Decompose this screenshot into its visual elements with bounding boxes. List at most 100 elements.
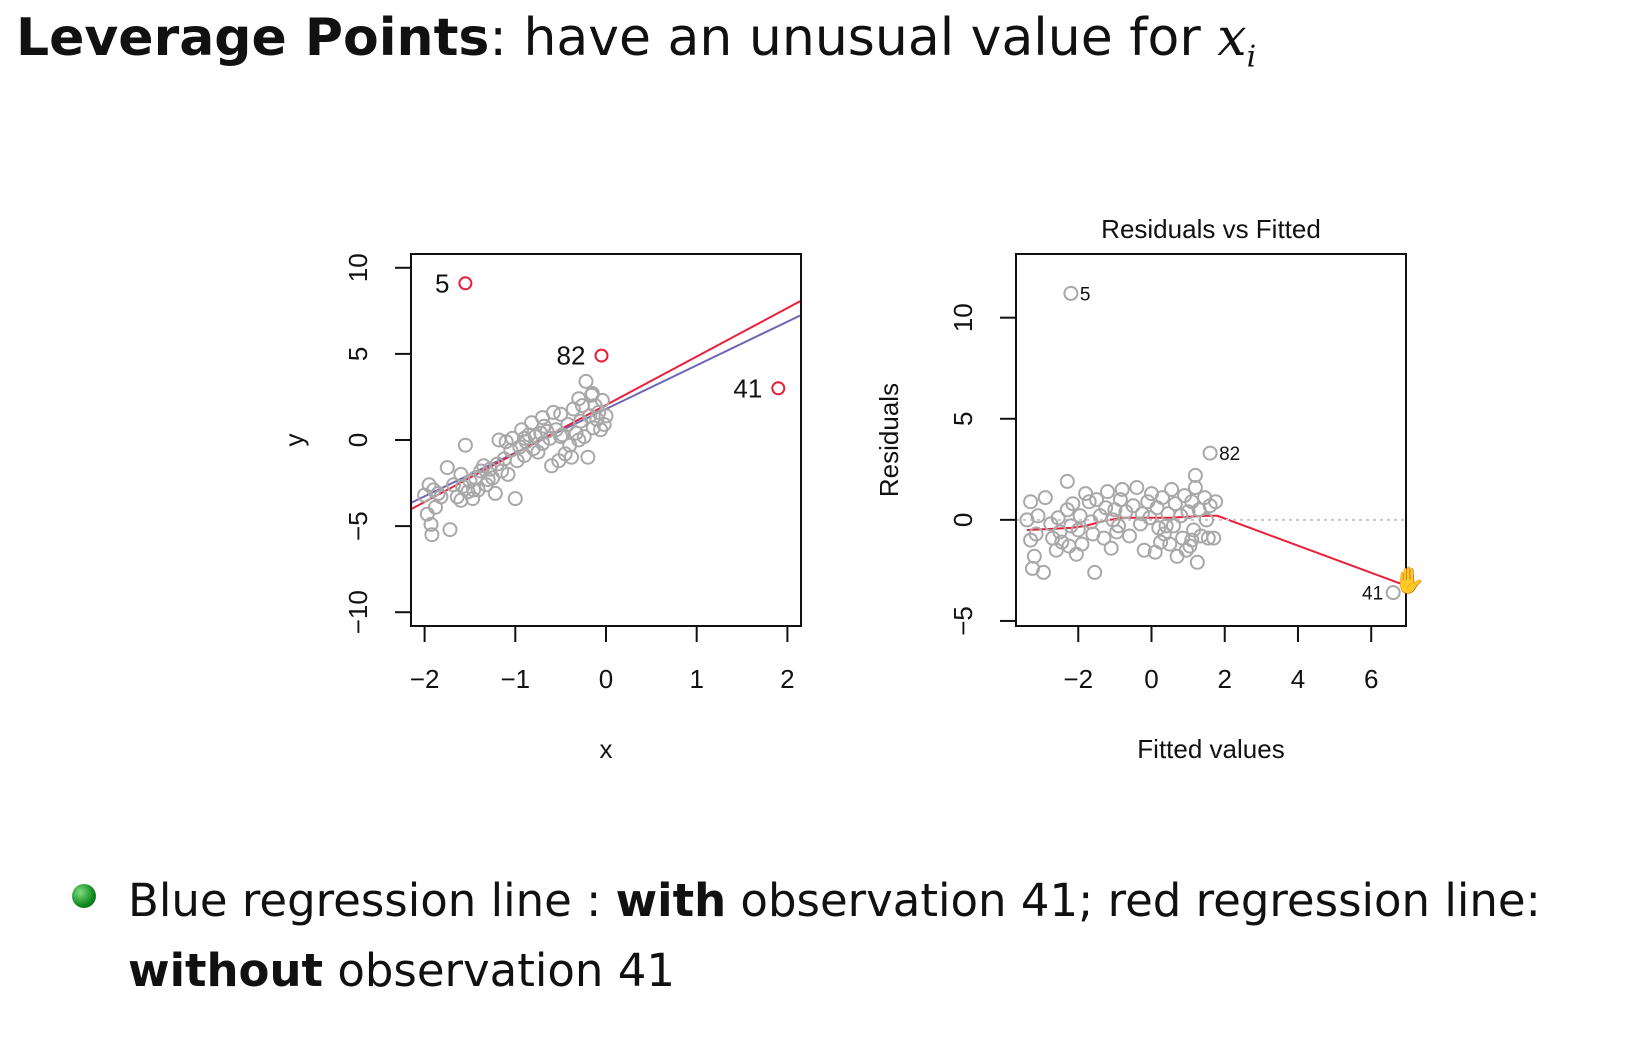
right-data-point xyxy=(1122,528,1137,544)
right-data-point xyxy=(1065,496,1081,512)
right-series-line-0 xyxy=(1026,514,1406,587)
right-data-point xyxy=(1189,554,1205,570)
right-data-point xyxy=(1187,467,1203,483)
right-data-point xyxy=(1074,536,1090,552)
right-y-tick-label: 0 xyxy=(948,513,978,527)
right-data-point xyxy=(1096,530,1112,546)
right-chart-title: Residuals vs Fitted xyxy=(1101,214,1321,244)
left-data-point xyxy=(580,449,596,465)
left-data-point xyxy=(507,491,523,507)
left-data-point xyxy=(430,485,446,501)
right-data-point xyxy=(1112,492,1128,508)
right-x-axis-label: Fitted values xyxy=(1137,734,1284,764)
bullet-part2: observation 41; red regression line: xyxy=(726,874,1541,927)
left-data-point xyxy=(594,392,610,408)
right-data-point xyxy=(1198,512,1214,528)
left-y-tick-label: −5 xyxy=(343,511,373,541)
left-data-point xyxy=(598,408,614,424)
right-data-point xyxy=(1158,518,1174,534)
title-subscript: i xyxy=(1246,39,1257,75)
right-data-point xyxy=(1206,530,1222,546)
right-data-point xyxy=(1026,548,1042,564)
right-data-point xyxy=(1059,473,1075,489)
right-data-point xyxy=(1063,518,1079,534)
right-label-41: 41 xyxy=(1362,584,1383,605)
left-point-82 xyxy=(594,348,609,363)
right-y-axis-label: Residuals xyxy=(874,383,904,497)
left-data-point xyxy=(439,460,455,476)
left-label-5: 5 xyxy=(435,268,449,298)
right-data-point xyxy=(1109,524,1125,540)
right-data-point xyxy=(1054,534,1070,550)
right-data-point xyxy=(1173,508,1189,524)
left-data-point xyxy=(423,516,439,532)
left-data-point xyxy=(421,477,437,493)
right-x-tick-label: 6 xyxy=(1364,664,1378,694)
left-x-tick-label: 0 xyxy=(599,664,613,694)
slide-title: Leverage Points: have an unusual value f… xyxy=(16,8,1256,74)
right-data-point xyxy=(1140,494,1156,510)
left-data-point xyxy=(424,527,440,543)
right-y-tick-label: 5 xyxy=(948,412,978,426)
right-y-tick-label: −5 xyxy=(948,606,978,636)
hand-cursor-icon: ✋ xyxy=(1393,566,1426,596)
left-data-point xyxy=(553,429,569,445)
right-x-tick-label: 0 xyxy=(1144,664,1158,694)
right-data-point xyxy=(1030,508,1046,524)
left-data-point xyxy=(571,432,587,448)
right-x-tick-label: 4 xyxy=(1291,664,1305,694)
left-data-point xyxy=(584,386,600,401)
right-label-82: 82 xyxy=(1219,444,1240,465)
bullet-part3: observation 41 xyxy=(323,944,676,997)
right-y-tick-label: 10 xyxy=(948,303,978,332)
right-data-point xyxy=(1129,480,1145,495)
left-data-point xyxy=(516,430,532,446)
right-data-point xyxy=(1134,506,1150,522)
right-data-point xyxy=(1136,542,1152,558)
left-label-82: 82 xyxy=(557,341,586,371)
left-data-point xyxy=(500,466,516,482)
left-data-point xyxy=(466,482,482,498)
right-data-point xyxy=(1182,538,1198,554)
right-data-point xyxy=(1167,496,1183,512)
right-label-5: 5 xyxy=(1080,284,1091,305)
left-x-tick-label: −1 xyxy=(500,664,530,694)
left-x-axis-label: x xyxy=(600,734,613,764)
left-data-point xyxy=(457,437,473,453)
left-y-tick-label: 10 xyxy=(343,253,373,282)
right-data-point xyxy=(1072,508,1088,524)
left-data-point xyxy=(578,373,594,389)
left-x-tick-label: 1 xyxy=(689,664,703,694)
right-point-82 xyxy=(1202,445,1218,461)
bullet-part1: Blue regression line : xyxy=(128,874,616,927)
left-y-tick-label: 5 xyxy=(343,347,373,361)
left-data-point xyxy=(487,485,503,501)
right-x-tick-label: −2 xyxy=(1063,664,1093,694)
right-data-point xyxy=(1142,510,1158,526)
left-data-point xyxy=(530,444,546,460)
left-x-tick-label: 2 xyxy=(780,664,794,694)
right-data-point xyxy=(1114,482,1130,497)
right-data-point xyxy=(1103,540,1119,556)
bullet-text: Blue regression line : with observation … xyxy=(128,866,1548,1006)
right-data-point xyxy=(1037,490,1053,506)
right-data-point xyxy=(1166,518,1181,534)
left-data-point xyxy=(596,417,612,432)
right-data-point xyxy=(1153,534,1169,550)
right-x-tick-label: 2 xyxy=(1217,664,1231,694)
right-data-point xyxy=(1125,498,1141,514)
left-data-point xyxy=(480,472,496,488)
right-point-41 xyxy=(1385,585,1401,601)
right-data-point xyxy=(1164,482,1180,497)
left-data-point xyxy=(442,522,458,538)
title-rest-text: : have an unusual value for xyxy=(489,8,1218,68)
right-data-point xyxy=(1081,494,1097,510)
right-data-point xyxy=(1028,526,1044,542)
right-data-point xyxy=(1155,490,1170,506)
green-bullet-icon xyxy=(72,884,96,908)
left-point-41 xyxy=(771,381,786,396)
right-data-point xyxy=(1162,536,1178,552)
right-data-point xyxy=(1050,510,1066,526)
right-data-point xyxy=(1098,500,1114,516)
